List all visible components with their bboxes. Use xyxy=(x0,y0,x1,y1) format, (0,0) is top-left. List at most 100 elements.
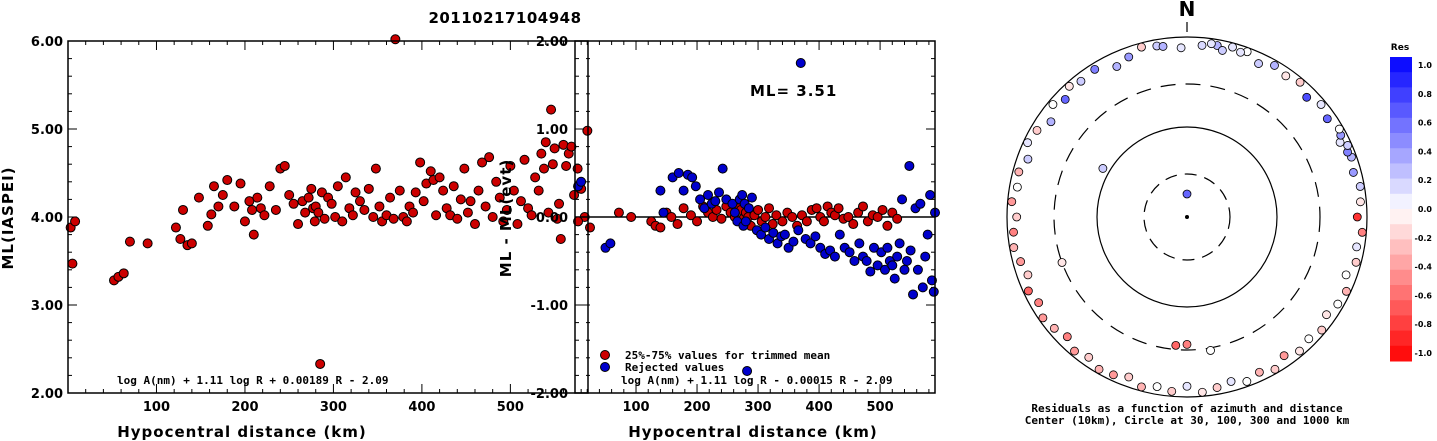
chart1-ytick-label: 6.00 xyxy=(31,35,63,50)
map-station-point xyxy=(1023,270,1033,280)
chart1-data-point xyxy=(347,210,358,221)
map-station-point xyxy=(1032,126,1042,135)
epicenter-marker xyxy=(1185,215,1189,219)
map-station-point xyxy=(1270,61,1279,70)
chart1-data-point xyxy=(519,154,530,165)
chart1-data-point xyxy=(526,210,537,221)
map-station-point xyxy=(1341,270,1351,280)
chart1-data-point xyxy=(222,175,233,186)
chart2-data-point xyxy=(764,203,775,214)
map-caption-line1: Residuals as a function of azimuth and d… xyxy=(1031,402,1343,415)
map-station-point xyxy=(1049,323,1059,333)
residual-colorbar: Res 1.0 0.8 0.6 0.4 0.2 0.0 -0.2 -0.4 -0.6 -0.8 -1… xyxy=(1390,43,1432,362)
map-station-point xyxy=(1057,258,1067,267)
chart2-data-point xyxy=(805,238,816,249)
chart2-xlabel: Hypocentral distance (km) xyxy=(628,423,878,441)
chart1-data-point xyxy=(538,163,549,174)
chart2-data-point xyxy=(788,236,799,247)
chart1-data-point xyxy=(448,181,459,192)
colorbar-tick-label: -0.6 xyxy=(1415,291,1433,300)
chart1-data-point xyxy=(555,234,566,244)
colorbar-tick-label: -0.2 xyxy=(1415,234,1433,243)
chart1-data-point xyxy=(67,258,78,269)
colorbar-cell xyxy=(1390,148,1412,164)
map-station-point xyxy=(1076,76,1086,86)
chart1-data-point xyxy=(142,238,153,249)
chart2-data-point xyxy=(626,212,637,222)
map-station-point xyxy=(1334,124,1344,134)
chart2-data-point xyxy=(613,207,624,218)
chart2-data-point xyxy=(872,212,883,222)
chart1-data-point xyxy=(465,196,476,207)
chart1-data-point xyxy=(350,187,361,198)
map-station-point xyxy=(1176,43,1186,53)
chart2-data-point xyxy=(672,219,683,230)
chart1-data-point xyxy=(452,213,463,224)
colorbar-tick-label: -0.8 xyxy=(1415,320,1433,329)
chart1-data-point xyxy=(480,201,491,212)
chart2-ytick-label: -2.00 xyxy=(531,387,568,402)
map-station-point xyxy=(1228,42,1237,52)
chart1-data-point xyxy=(434,172,445,183)
chart2-data-point xyxy=(920,251,931,262)
chart2-data-point xyxy=(848,219,859,230)
north-label: N xyxy=(1179,0,1196,21)
map-station-point xyxy=(1343,141,1353,150)
chart2-ylabel: ML - ML(evt) xyxy=(497,159,515,277)
colorbar-cell xyxy=(1390,224,1412,240)
chart2-data-point xyxy=(892,251,903,262)
colorbar-cell xyxy=(1390,330,1412,347)
map-station-point xyxy=(1062,332,1072,342)
chart2-data-point xyxy=(922,229,933,240)
chart1-data-point xyxy=(315,358,326,369)
colorbar-tick-label: 0.0 xyxy=(1418,205,1433,214)
chart1-data-point xyxy=(118,268,129,279)
chart2-data-point xyxy=(829,251,840,262)
map-station-point xyxy=(1084,352,1094,362)
chart2-plot-frame xyxy=(574,40,936,394)
map-station-points xyxy=(1007,39,1367,397)
chart1-data-point xyxy=(425,166,436,177)
chart1-data-point xyxy=(477,157,488,168)
chart1-data-point xyxy=(124,236,135,247)
chart1-data-point xyxy=(370,163,381,174)
chart2-data-point xyxy=(894,238,905,249)
chart2-data-point xyxy=(887,260,898,271)
colorbar-cell xyxy=(1390,178,1412,195)
chart2-data-point xyxy=(795,58,806,68)
colorbar-tick-label: -0.4 xyxy=(1415,263,1433,272)
chart1-data-point xyxy=(546,104,557,115)
chart2-data-point xyxy=(687,172,698,183)
chart2-data-point xyxy=(746,192,757,203)
chart2-data-point xyxy=(703,190,714,200)
chart2-data-point xyxy=(833,203,844,214)
map-station-point xyxy=(1090,64,1100,74)
chart1-data-point xyxy=(501,204,512,215)
chart1-data-point xyxy=(549,143,560,154)
chart2-ytick-label: 0.00 xyxy=(536,211,568,226)
chart2-data-point xyxy=(868,242,879,253)
map-station-point xyxy=(1218,46,1227,55)
chart2-data-point xyxy=(573,216,584,227)
chart1-data-point xyxy=(515,196,526,207)
chart2-data-point xyxy=(810,231,821,242)
map-station-point xyxy=(1357,227,1367,237)
chart1-data-point xyxy=(252,192,263,203)
chart2-xtick-label: 200 xyxy=(683,400,710,415)
chart2-data-point xyxy=(753,204,764,215)
ml-residual-chart: ML - ML(evt) Hypocentral distance (km) M… xyxy=(497,35,940,441)
chart2-data-point xyxy=(843,212,854,222)
chart2-data-point xyxy=(737,190,748,200)
chart1-data-point xyxy=(264,181,275,192)
colorbar-cell xyxy=(1390,133,1412,149)
chart1-data-point xyxy=(178,204,189,215)
chart1-data-point xyxy=(313,207,324,218)
map-station-point xyxy=(1070,346,1079,356)
chart1-data-point xyxy=(558,139,569,150)
chart1-data-point xyxy=(455,194,466,205)
map-station-point xyxy=(1212,383,1222,392)
chart2-data-point xyxy=(740,216,751,227)
chart1-data-point xyxy=(569,190,580,200)
chart1-data-point xyxy=(217,190,228,200)
chart2-data-point xyxy=(655,185,666,196)
